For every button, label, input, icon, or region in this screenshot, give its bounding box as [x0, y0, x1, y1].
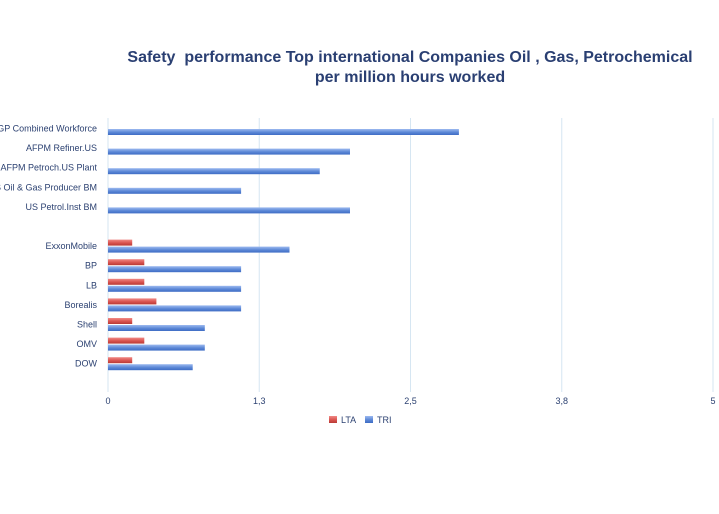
tri-bar	[108, 364, 193, 371]
y-tick-label: ExxonMobile	[45, 241, 97, 251]
legend: LTA TRI	[329, 415, 392, 425]
lta-bar	[108, 337, 145, 344]
tri-bar	[108, 129, 459, 135]
x-tick-label: 2,5	[404, 396, 417, 406]
legend-swatch-lta	[329, 416, 337, 423]
x-axis-labels: 0 1,3 2,5 3,8 5	[105, 396, 715, 406]
tri-bar	[108, 168, 320, 175]
lta-bar	[108, 259, 145, 266]
chart-title-line-1: Safety performance Top international Com…	[127, 49, 693, 66]
tri-bar	[108, 325, 205, 331]
y-tick-label: US Petrol.Inst BM	[25, 202, 97, 212]
tri-bar	[108, 207, 350, 214]
chart-title: Safety performance Top international Com…	[110, 48, 710, 88]
tri-bar	[108, 187, 242, 194]
y-tick-label: US Oil & Gas Producer BM	[0, 182, 97, 192]
legend-swatch-tri	[365, 416, 373, 423]
y-tick-label: AFPM Petroch.US Plant	[0, 163, 97, 173]
x-tick-label: 5	[710, 396, 715, 406]
chart-title-line-2: per million hours worked	[314, 69, 506, 86]
legend-label-lta: LTA	[341, 415, 356, 425]
tri-bar	[108, 305, 242, 312]
tri-bar	[108, 246, 290, 253]
x-tick-label: 0	[105, 396, 110, 406]
lta-bar	[108, 298, 157, 305]
y-tick-label: OGP Combined Workforce	[0, 124, 97, 134]
lta-bar	[108, 239, 133, 246]
x-tick-label: 3,8	[555, 396, 568, 406]
tri-bar	[108, 266, 242, 273]
y-tick-label: Shell	[77, 320, 97, 330]
lta-bar	[108, 318, 133, 324]
y-tick-label: OMV	[76, 339, 97, 349]
tri-bar	[108, 344, 205, 351]
tri-bar	[108, 285, 242, 292]
y-tick-label: DOW	[75, 359, 98, 369]
y-axis-labels: OGP Combined Workforce AFPM Refiner.US AFP…	[0, 124, 98, 369]
tri-bar	[108, 148, 350, 155]
bars	[108, 129, 459, 371]
y-tick-label: Borealis	[64, 300, 97, 310]
x-tick-label: 1,3	[253, 396, 266, 406]
y-tick-label: BP	[85, 261, 97, 271]
lta-bar	[108, 357, 133, 364]
legend-label-tri: TRI	[377, 415, 392, 425]
y-tick-label: LB	[86, 280, 97, 290]
gridlines	[107, 118, 714, 392]
lta-bar	[108, 278, 145, 285]
y-tick-label: AFPM Refiner.US	[26, 143, 97, 153]
